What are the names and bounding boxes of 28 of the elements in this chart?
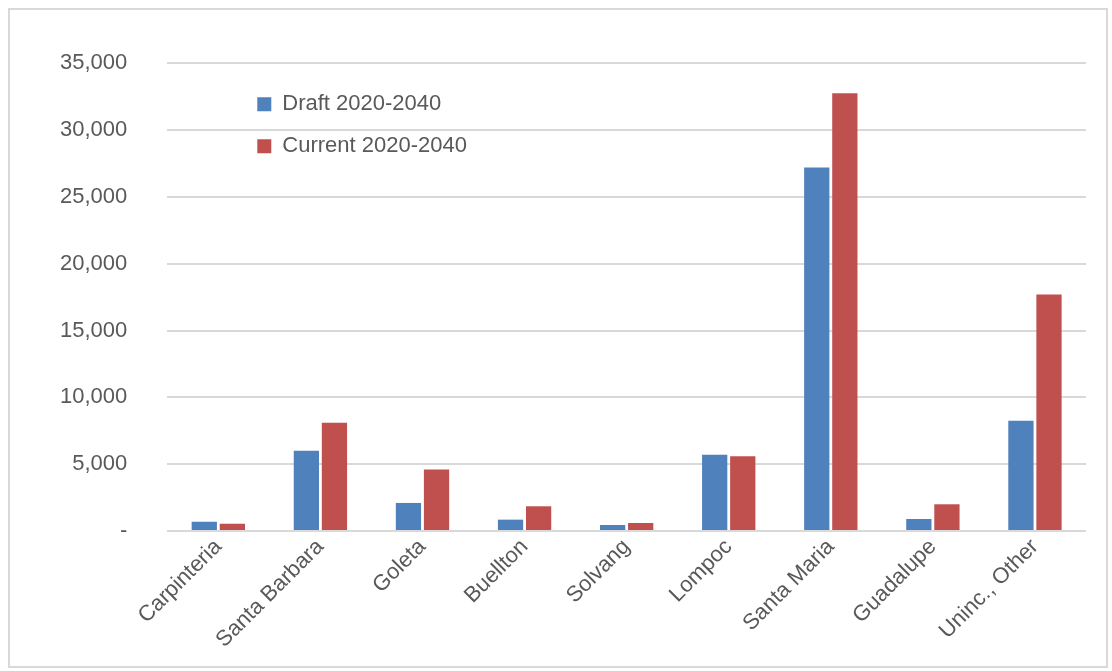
y-tick-label: 5,000 bbox=[72, 450, 128, 476]
bar bbox=[293, 450, 319, 531]
bar bbox=[599, 525, 626, 531]
bar bbox=[191, 521, 217, 531]
y-tick-label: 10,000 bbox=[59, 383, 128, 409]
bar bbox=[628, 522, 654, 531]
bar bbox=[395, 502, 422, 531]
bar bbox=[730, 456, 756, 531]
bar bbox=[497, 519, 524, 531]
y-tick-label: 35,000 bbox=[59, 49, 128, 75]
bar bbox=[1036, 294, 1062, 531]
bar bbox=[934, 504, 960, 531]
y-tick-label: 15,000 bbox=[59, 316, 128, 342]
bar bbox=[906, 518, 932, 531]
bar bbox=[423, 469, 450, 531]
bar bbox=[804, 167, 830, 531]
bar bbox=[832, 93, 858, 531]
y-tick-label: 25,000 bbox=[59, 182, 128, 208]
legend-label: Current 2020-2040 bbox=[282, 132, 467, 158]
y-tick-label: - bbox=[119, 517, 128, 543]
bar bbox=[321, 422, 348, 531]
bar bbox=[219, 523, 245, 531]
legend-label: Draft 2020-2040 bbox=[282, 90, 442, 116]
bar bbox=[1008, 420, 1034, 531]
bar bbox=[525, 506, 552, 531]
bar bbox=[702, 454, 728, 531]
y-tick-label: 20,000 bbox=[59, 249, 128, 275]
y-tick-label: 30,000 bbox=[59, 116, 128, 142]
